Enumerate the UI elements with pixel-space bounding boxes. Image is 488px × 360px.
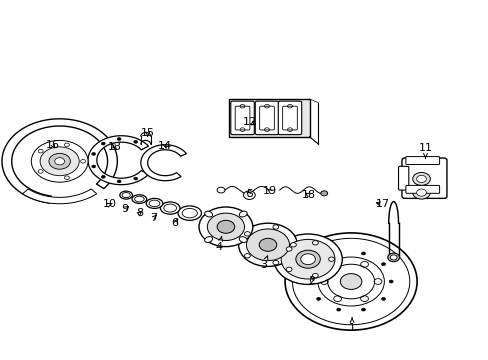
- Circle shape: [272, 225, 278, 229]
- Circle shape: [243, 191, 255, 199]
- Ellipse shape: [204, 211, 212, 217]
- Circle shape: [285, 267, 291, 271]
- FancyBboxPatch shape: [230, 101, 254, 135]
- Circle shape: [340, 274, 361, 289]
- FancyBboxPatch shape: [278, 101, 301, 135]
- Circle shape: [416, 189, 426, 196]
- Circle shape: [328, 257, 334, 261]
- Circle shape: [381, 263, 385, 266]
- FancyBboxPatch shape: [405, 157, 439, 165]
- FancyBboxPatch shape: [401, 158, 446, 198]
- Circle shape: [31, 140, 88, 182]
- Circle shape: [273, 234, 342, 284]
- Polygon shape: [2, 119, 117, 203]
- Ellipse shape: [146, 198, 163, 208]
- Text: 6: 6: [171, 218, 178, 228]
- Polygon shape: [22, 189, 97, 204]
- Circle shape: [244, 231, 250, 236]
- Ellipse shape: [239, 211, 246, 217]
- Text: 4: 4: [215, 236, 222, 252]
- Text: 3: 3: [260, 256, 267, 270]
- Text: 5: 5: [245, 189, 252, 199]
- Circle shape: [388, 280, 392, 283]
- Text: 9: 9: [122, 204, 128, 214]
- Text: 14: 14: [158, 141, 172, 151]
- Circle shape: [92, 153, 96, 156]
- Circle shape: [134, 140, 138, 143]
- Circle shape: [361, 252, 365, 255]
- Circle shape: [49, 153, 70, 169]
- Ellipse shape: [132, 195, 146, 203]
- Circle shape: [55, 158, 64, 165]
- Circle shape: [101, 142, 105, 145]
- Text: 18: 18: [302, 190, 315, 200]
- Circle shape: [207, 213, 244, 240]
- Circle shape: [312, 240, 318, 245]
- Text: 19: 19: [263, 186, 276, 196]
- Circle shape: [40, 147, 79, 176]
- Circle shape: [272, 260, 278, 265]
- Ellipse shape: [204, 237, 212, 242]
- Text: 2: 2: [308, 276, 315, 286]
- Text: 12: 12: [243, 117, 257, 127]
- Circle shape: [92, 165, 96, 168]
- Text: 16: 16: [46, 140, 60, 150]
- Text: 13: 13: [107, 142, 121, 152]
- Text: 10: 10: [102, 199, 116, 210]
- Circle shape: [381, 297, 385, 300]
- Circle shape: [217, 187, 224, 193]
- Bar: [228, 99, 309, 137]
- Circle shape: [285, 247, 291, 251]
- Circle shape: [246, 229, 289, 261]
- Ellipse shape: [120, 191, 132, 199]
- Circle shape: [281, 239, 334, 279]
- Circle shape: [412, 172, 429, 185]
- Circle shape: [285, 233, 416, 330]
- Circle shape: [308, 280, 312, 283]
- Circle shape: [336, 308, 340, 311]
- Text: 11: 11: [418, 143, 431, 158]
- Circle shape: [238, 223, 297, 266]
- Polygon shape: [141, 145, 186, 181]
- Circle shape: [259, 238, 276, 251]
- Circle shape: [300, 254, 315, 265]
- Text: 1: 1: [348, 318, 355, 333]
- Circle shape: [316, 263, 320, 266]
- Circle shape: [217, 220, 234, 233]
- Text: 17: 17: [375, 199, 388, 210]
- Circle shape: [101, 175, 105, 178]
- Text: 8: 8: [136, 208, 143, 218]
- Circle shape: [117, 180, 121, 183]
- Circle shape: [199, 207, 252, 247]
- Ellipse shape: [160, 202, 180, 214]
- Ellipse shape: [239, 237, 246, 242]
- Circle shape: [117, 138, 121, 140]
- Circle shape: [336, 252, 340, 255]
- Circle shape: [361, 308, 365, 311]
- Circle shape: [387, 253, 399, 262]
- Circle shape: [295, 250, 320, 268]
- Circle shape: [416, 175, 426, 183]
- FancyBboxPatch shape: [398, 166, 408, 190]
- Polygon shape: [88, 136, 148, 185]
- Circle shape: [290, 243, 296, 247]
- Circle shape: [412, 186, 429, 199]
- Circle shape: [320, 191, 327, 196]
- Circle shape: [134, 177, 138, 180]
- Circle shape: [244, 254, 250, 258]
- Text: 15: 15: [141, 128, 154, 138]
- FancyBboxPatch shape: [405, 185, 439, 193]
- Circle shape: [316, 297, 320, 300]
- Circle shape: [389, 255, 396, 260]
- Circle shape: [312, 274, 318, 278]
- Ellipse shape: [178, 206, 201, 220]
- FancyBboxPatch shape: [255, 101, 278, 135]
- Text: 7: 7: [150, 213, 157, 223]
